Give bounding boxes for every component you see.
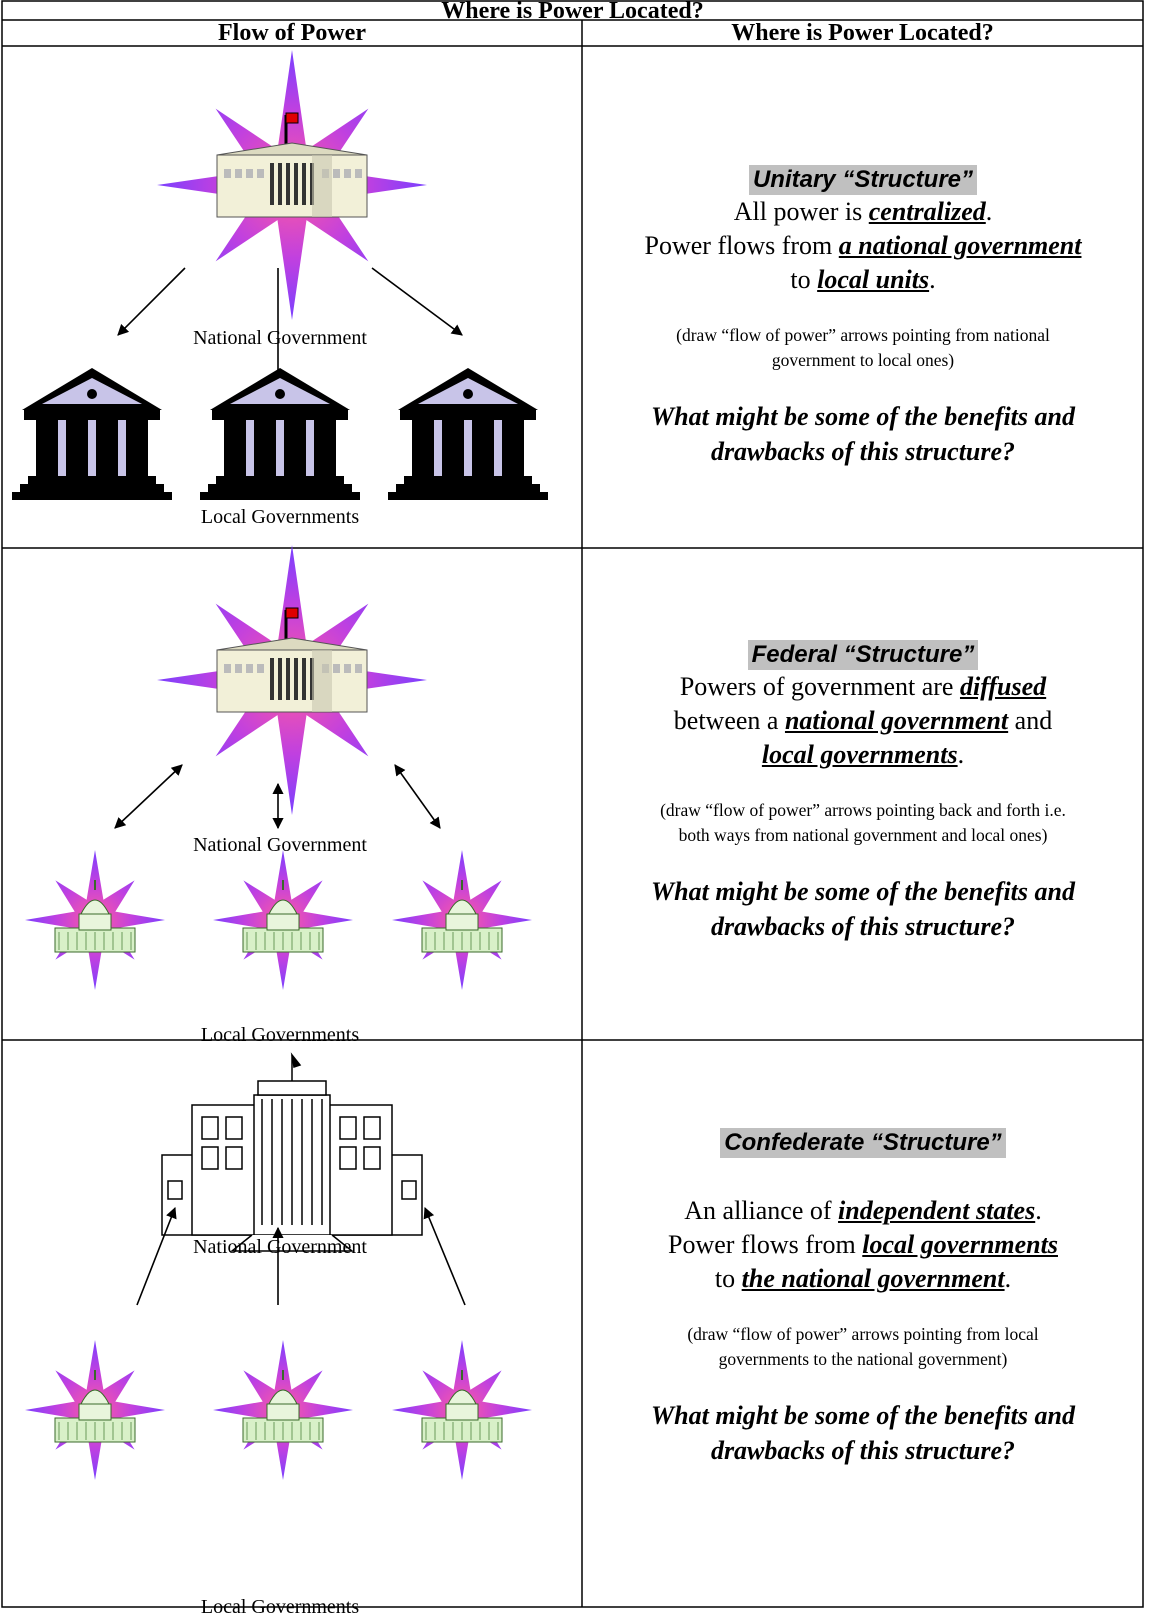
key-term: local governments	[761, 740, 958, 769]
question-line: drawbacks of this structure?	[710, 912, 1016, 941]
capitol-icon	[242, 880, 324, 953]
question-line: What might be some of the benefits and	[651, 402, 1075, 431]
key-term: national government	[784, 706, 1009, 735]
flow-arrow	[423, 1206, 466, 1306]
body-text: .	[1004, 1264, 1012, 1293]
structure-heading: Federal “Structure”	[747, 640, 979, 670]
column-header: Flow of Power	[218, 20, 366, 46]
key-term: diffused	[959, 672, 1047, 701]
key-term: the national government	[741, 1264, 1005, 1293]
question-line: drawbacks of this structure?	[710, 1436, 1016, 1465]
question: What might be some of the benefits and dr…	[584, 874, 1142, 944]
title: Where is Power Located?	[441, 0, 704, 24]
body-text: and	[1008, 706, 1053, 735]
structure-heading: Confederate “Structure”	[720, 1128, 1006, 1158]
heading-row: Federal “Structure”	[584, 640, 1142, 670]
temple-icon	[12, 368, 172, 500]
capitol-icon	[242, 1370, 324, 1443]
capitol-icon	[54, 880, 136, 953]
question: What might be some of the benefits and dr…	[584, 1398, 1142, 1468]
body-text: between a	[673, 706, 785, 735]
body-line: Powers of government are diffused	[584, 670, 1142, 704]
white-house-icon	[216, 607, 368, 713]
body-line: An alliance of independent states.	[584, 1194, 1142, 1228]
body-text: All power is	[733, 197, 869, 226]
body-line: to the national government.	[584, 1262, 1142, 1296]
body-text: to	[790, 265, 818, 294]
national-label: National Government	[193, 327, 367, 349]
body-line: to local units.	[584, 263, 1142, 297]
instruction-line: (draw “flow of power” arrows pointing fr…	[676, 325, 1050, 345]
body-text: to	[714, 1264, 742, 1293]
body-text: .	[957, 740, 965, 769]
national-label: National Government	[193, 1236, 367, 1258]
question-line: drawbacks of this structure?	[710, 437, 1016, 466]
temple-icon	[200, 368, 360, 500]
question-line: What might be some of the benefits and	[651, 877, 1075, 906]
body-text: Power flows from	[644, 231, 839, 260]
national-label: National Government	[193, 834, 367, 856]
key-term: local governments	[862, 1230, 1058, 1259]
instruction-line: governments to the national government)	[718, 1349, 1008, 1369]
body-text: Powers of government are	[679, 672, 960, 701]
body-line: All power is centralized.	[584, 195, 1142, 229]
temple-icon	[388, 368, 548, 500]
instruction-line: (draw “flow of power” arrows pointing fr…	[687, 1324, 1039, 1344]
body-line: local governments.	[584, 738, 1142, 772]
key-term: centralized	[868, 197, 986, 226]
key-term: independent states	[838, 1196, 1036, 1225]
heading-row: Unitary “Structure”	[584, 165, 1142, 195]
key-term: local units	[817, 265, 930, 294]
capitol-icon	[54, 1370, 136, 1443]
question: What might be some of the benefits and dr…	[584, 399, 1142, 469]
instruction: (draw “flow of power” arrows pointing fr…	[584, 1322, 1142, 1372]
body-text: .	[1035, 1196, 1042, 1225]
key-term: a national government	[838, 231, 1082, 260]
description: Unitary “Structure” All power is centrali…	[584, 165, 1142, 469]
flow-arrow	[136, 1206, 177, 1306]
capitol-icon	[421, 1370, 503, 1443]
heading-row: Confederate “Structure”	[584, 1128, 1142, 1158]
flow-arrow	[114, 764, 183, 829]
white-house-icon	[216, 112, 368, 218]
capitol-icon	[421, 880, 503, 953]
body-text: .	[985, 197, 993, 226]
line-white-house-icon	[161, 1052, 423, 1252]
column-header: Where is Power Located?	[731, 20, 994, 46]
local-label: Local Governments	[200, 506, 360, 528]
instruction-line: (draw “flow of power” arrows pointing ba…	[660, 800, 1066, 820]
body-text: An alliance of	[684, 1196, 839, 1225]
instruction-line: both ways from national government and l…	[678, 825, 1048, 845]
local-label: Local Governments	[200, 1024, 360, 1046]
description: Federal “Structure” Powers of government …	[584, 640, 1142, 944]
instruction-line: government to local ones)	[771, 350, 955, 370]
instruction: (draw “flow of power” arrows pointing ba…	[584, 798, 1142, 848]
flow-arrow	[117, 267, 186, 336]
table-grid	[1, 0, 1144, 1608]
question-line: What might be some of the benefits and	[651, 1401, 1075, 1430]
instruction: (draw “flow of power” arrows pointing fr…	[584, 323, 1142, 373]
body-line: Power flows from a national government	[584, 229, 1142, 263]
body-line: Power flows from local governments	[584, 1228, 1142, 1262]
body-text: Power flows from	[668, 1230, 863, 1259]
body-text: .	[929, 265, 936, 294]
description: Confederate “Structure” An alliance of in…	[584, 1128, 1142, 1468]
body-line: between a national government and	[584, 704, 1142, 738]
flow-arrow	[394, 764, 441, 829]
flow-arrow	[371, 267, 463, 336]
structure-heading: Unitary “Structure”	[748, 165, 978, 195]
